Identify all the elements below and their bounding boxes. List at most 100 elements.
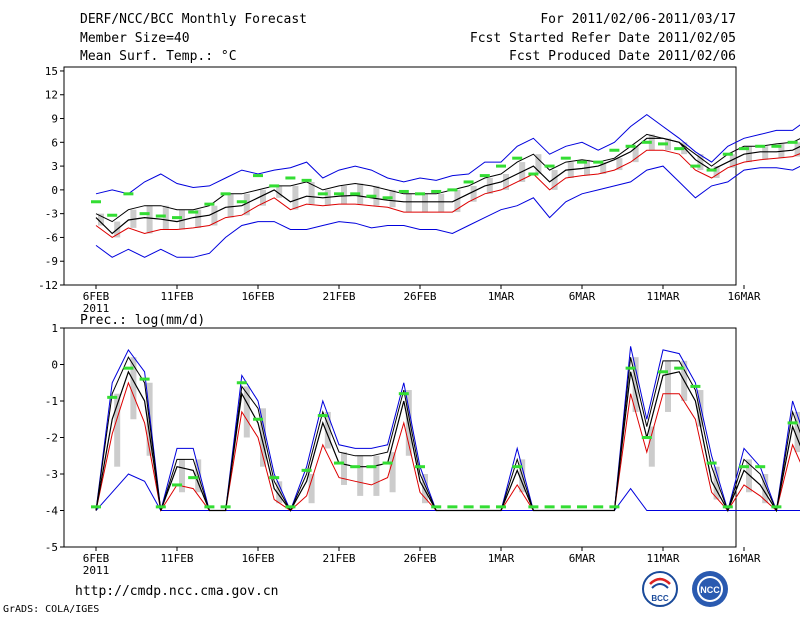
spread-box-0 xyxy=(454,189,461,213)
x-tick-label-0: 11FEB xyxy=(160,290,193,303)
median-marker-0 xyxy=(431,189,442,193)
median-marker-0 xyxy=(755,144,766,148)
spread-box-1 xyxy=(422,474,428,504)
x-tick-label-0: 6MAR xyxy=(569,290,596,303)
spread-box-0 xyxy=(276,185,283,198)
spread-box-1 xyxy=(697,390,704,427)
median-marker-0 xyxy=(658,142,668,146)
median-marker-1 xyxy=(285,505,296,509)
median-marker-0 xyxy=(463,180,474,184)
spread-box-0 xyxy=(503,174,509,190)
spread-box-1 xyxy=(308,474,315,504)
median-marker-0 xyxy=(609,148,620,152)
spread-box-0 xyxy=(470,185,477,202)
spread-box-0 xyxy=(551,170,558,190)
y-tick-label-0: -3 xyxy=(45,208,58,221)
spread-box-0 xyxy=(486,177,493,194)
median-marker-1 xyxy=(188,476,199,480)
spread-box-1 xyxy=(114,393,121,467)
x-tick-label-0: 1MAR xyxy=(488,290,515,303)
median-marker-0 xyxy=(625,144,636,148)
spread-box-0 xyxy=(179,209,185,230)
lower-line-0 xyxy=(95,149,800,238)
median-marker-0 xyxy=(382,196,393,200)
spread-box-1 xyxy=(794,411,800,453)
median-marker-1 xyxy=(609,505,620,509)
spread-box-1 xyxy=(243,386,250,438)
spread-box-0 xyxy=(600,162,607,175)
median-marker-1 xyxy=(253,417,263,421)
spread-box-1 xyxy=(389,452,396,493)
median-marker-0 xyxy=(285,176,296,180)
median-marker-1 xyxy=(625,366,636,370)
mean-line-1 xyxy=(95,370,800,513)
median-marker-0 xyxy=(236,200,247,204)
median-marker-1 xyxy=(317,414,328,418)
spread-box-0 xyxy=(211,205,218,226)
median-marker-1 xyxy=(269,476,280,480)
x-tick-label-1: 11MAR xyxy=(646,552,679,565)
spread-box-1 xyxy=(648,426,655,467)
median-marker-0 xyxy=(91,200,101,204)
median-marker-0 xyxy=(496,164,506,168)
median-marker-0 xyxy=(253,174,263,178)
median-marker-1 xyxy=(512,465,523,469)
x-tick-label-1: 6FEB xyxy=(83,552,110,565)
median-marker-0 xyxy=(155,214,166,218)
median-marker-0 xyxy=(366,194,377,198)
median-marker-1 xyxy=(674,366,685,370)
median-marker-1 xyxy=(91,505,101,509)
bcc-logo-icon: BCC xyxy=(642,571,678,607)
produced-date: Fcst Produced Date 2011/02/06 xyxy=(509,49,736,64)
median-marker-1 xyxy=(431,505,442,509)
median-marker-0 xyxy=(447,188,458,192)
median-marker-1 xyxy=(479,505,490,509)
median-marker-1 xyxy=(366,465,377,469)
median-marker-0 xyxy=(415,192,425,196)
median-marker-1 xyxy=(334,461,344,465)
source-url: http://cmdp.ncc.cma.gov.cn xyxy=(75,584,279,599)
y-tick-label-1: -3 xyxy=(45,468,58,481)
median-marker-0 xyxy=(722,152,733,156)
spread-box-0 xyxy=(762,146,769,160)
median-marker-1 xyxy=(301,468,312,472)
median-marker-0 xyxy=(317,192,328,196)
y-tick-label-0: 9 xyxy=(51,113,58,126)
spread-box-0 xyxy=(616,158,623,171)
median-marker-0 xyxy=(641,140,652,144)
spread-box-0 xyxy=(794,142,800,157)
ncc-logo-text: NCC xyxy=(700,585,720,595)
y-tick-label-0: -12 xyxy=(38,279,58,292)
median-marker-0 xyxy=(172,216,182,220)
median-marker-0 xyxy=(220,192,231,196)
x-tick-label-1: 16FEB xyxy=(241,552,274,565)
median-marker-1 xyxy=(398,392,409,396)
spread-box-0 xyxy=(438,193,445,213)
median-marker-0 xyxy=(787,140,798,144)
spread-box-1 xyxy=(713,466,720,500)
median-marker-1 xyxy=(107,395,118,399)
y-tick-label-1: -1 xyxy=(45,395,58,408)
median-marker-0 xyxy=(188,210,199,214)
spread-box-1 xyxy=(357,455,364,496)
spread-box-0 xyxy=(729,154,736,168)
median-marker-0 xyxy=(107,213,118,217)
median-marker-1 xyxy=(204,505,215,509)
median-marker-0 xyxy=(512,156,523,160)
median-marker-1 xyxy=(155,505,166,509)
x-tick-label-0: 16FEB xyxy=(241,290,274,303)
started-date: Fcst Started Refer Date 2011/02/05 xyxy=(469,31,736,46)
median-marker-1 xyxy=(641,436,652,439)
median-marker-0 xyxy=(139,212,150,216)
chart-title: DERF/NCC/BCC Monthly Forecast xyxy=(80,12,307,27)
median-marker-1 xyxy=(350,465,361,469)
y-tick-label-0: -6 xyxy=(45,231,58,244)
median-marker-1 xyxy=(771,505,782,509)
max-line-0 xyxy=(95,113,800,195)
median-marker-1 xyxy=(544,505,555,509)
median-marker-0 xyxy=(690,164,701,168)
median-marker-1 xyxy=(172,483,182,487)
logos: BCC NCC xyxy=(642,571,728,607)
grads-credit: GrADS: COLA/IGES xyxy=(3,604,100,615)
